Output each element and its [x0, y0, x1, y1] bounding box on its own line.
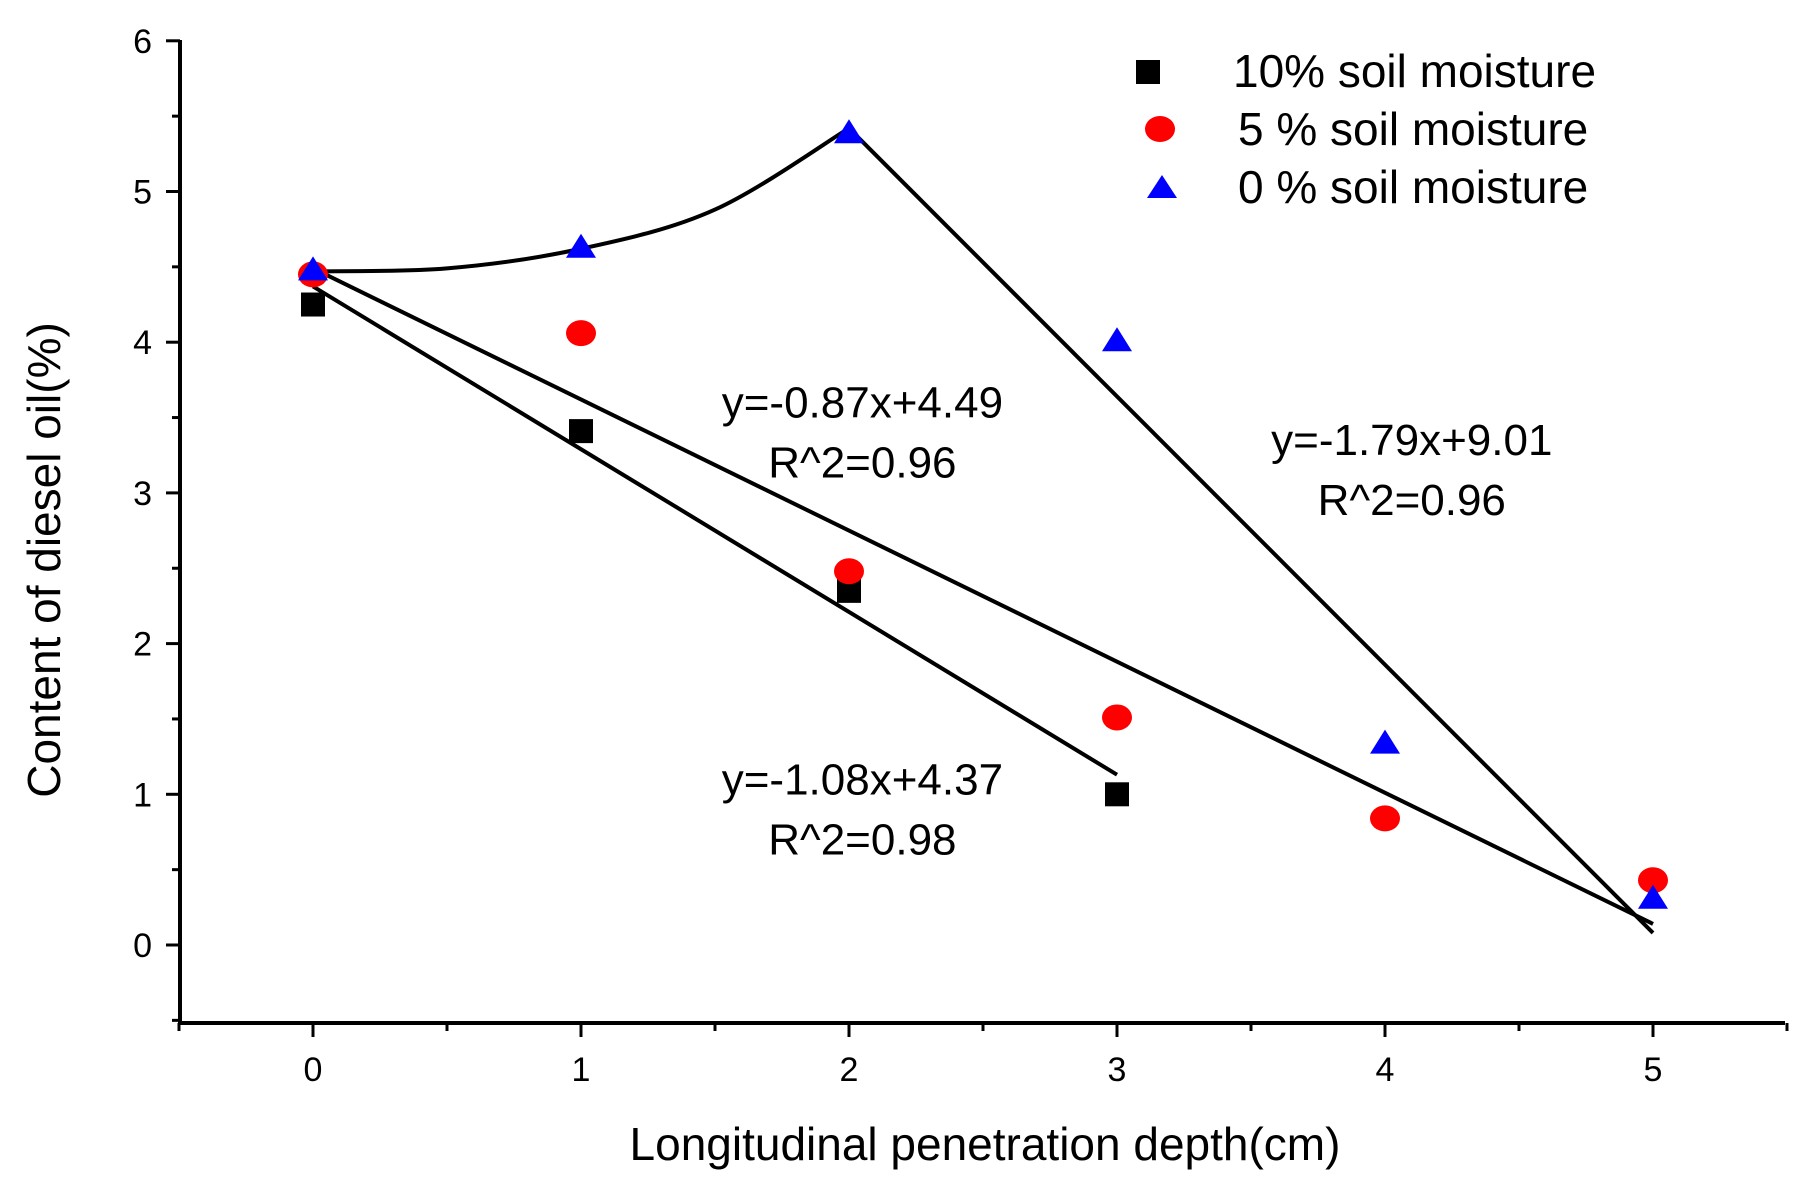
- x-tick-label: 5: [1644, 1051, 1663, 1089]
- fit-line-fit-0-fall: [847, 126, 1655, 935]
- y-tick-label: 4: [133, 324, 152, 362]
- fit-line-fit-5: [312, 266, 1654, 926]
- data-point-series-2: [1638, 884, 1668, 909]
- legend-marker-0: [1147, 175, 1177, 198]
- legend-label-5: 5 % soil moisture: [1238, 103, 1588, 155]
- data-point-series-2: [298, 256, 328, 281]
- data-point-series-2: [1370, 729, 1400, 754]
- y-tick-label: 3: [133, 475, 152, 513]
- fit-lines: [311, 126, 1655, 935]
- annotation-eq-5-line-1: R^2=0.96: [768, 439, 956, 488]
- data-point-series-1: [1370, 805, 1400, 832]
- data-point-series-0: [1105, 782, 1129, 807]
- y-tick-label: 5: [133, 174, 152, 212]
- legend-marker-10: [1136, 60, 1160, 84]
- data-point-series-0: [301, 292, 325, 317]
- annotation-eq-0-line-1: R^2=0.96: [1318, 476, 1506, 525]
- annotation-eq-10-line-0: y=-1.08x+4.37: [722, 755, 1003, 804]
- legend-marker-5: [1145, 116, 1175, 142]
- data-point-series-0: [569, 419, 593, 444]
- x-axis-title: Longitudinal penetration depth(cm): [630, 1118, 1341, 1170]
- annotation-eq-10-line-1: R^2=0.98: [768, 815, 956, 864]
- data-point-series-2: [566, 233, 596, 258]
- equation-annotations: y=-0.87x+4.49 R^2=0.96 y=-1.79x+9.01 R^2=0.…: [722, 379, 1553, 865]
- data-point-series-1: [1102, 704, 1132, 731]
- y-tick-label: 2: [133, 626, 152, 664]
- data-point-series-2: [1102, 327, 1132, 352]
- data-point-series-1: [1638, 867, 1668, 894]
- data-point-series-1: [834, 558, 864, 585]
- y-tick-label: 0: [133, 927, 152, 965]
- fit-line-fit-10: [311, 284, 1119, 777]
- data-points: [298, 119, 1668, 909]
- axes: 0 1 2 3 4 5 6 0 1 2 3 4 5: [133, 23, 1789, 1089]
- y-axis-title: Content of diesel oil(%): [18, 322, 70, 798]
- x-tick-label: 3: [1108, 1051, 1127, 1089]
- legend-label-10: 10% soil moisture: [1233, 45, 1596, 97]
- x-tick-label: 2: [840, 1051, 859, 1089]
- y-tick-label: 1: [133, 776, 152, 814]
- data-point-series-1: [566, 320, 596, 347]
- annotation-eq-5-line-0: y=-0.87x+4.49: [722, 379, 1003, 428]
- legend: 10% soil moisture 5 % soil moisture 0 % …: [1136, 45, 1596, 213]
- x-tick-label: 0: [304, 1051, 323, 1089]
- x-tick-label: 1: [572, 1051, 591, 1089]
- annotation-eq-0-line-0: y=-1.79x+9.01: [1271, 416, 1552, 465]
- y-tick-label: 6: [133, 23, 152, 61]
- data-point-series-2: [834, 119, 864, 144]
- legend-label-0: 0 % soil moisture: [1238, 161, 1588, 213]
- x-tick-label: 4: [1376, 1051, 1395, 1089]
